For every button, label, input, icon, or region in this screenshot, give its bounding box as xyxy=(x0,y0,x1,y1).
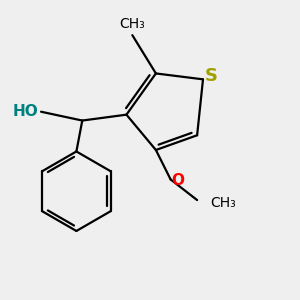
Text: S: S xyxy=(205,67,218,85)
Text: CH₃: CH₃ xyxy=(210,196,236,210)
Text: CH₃: CH₃ xyxy=(119,17,145,31)
Text: O: O xyxy=(172,173,184,188)
Text: HO: HO xyxy=(12,104,38,119)
